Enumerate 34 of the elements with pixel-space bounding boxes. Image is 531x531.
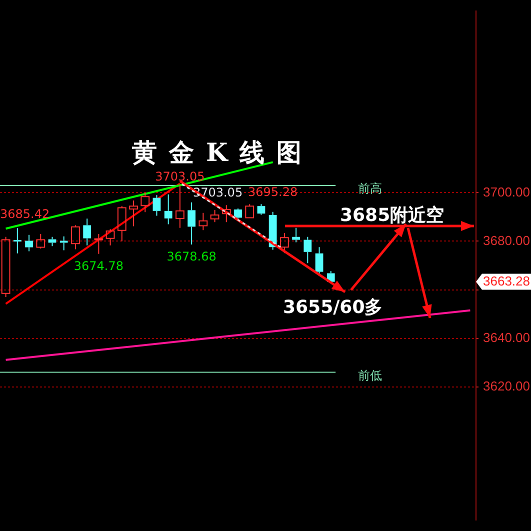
candlestick <box>268 211 277 250</box>
annotation: 3674.78 <box>74 259 124 274</box>
candlestick <box>304 236 312 264</box>
candlestick <box>94 233 104 254</box>
candlestick <box>25 234 33 252</box>
candlestick <box>117 206 126 242</box>
candlestick <box>234 208 242 220</box>
y-tick-label: 3620.00 <box>483 378 530 394</box>
ref-line-label: 前高 <box>358 182 382 196</box>
candlestick <box>292 227 300 243</box>
candlestick <box>198 212 208 231</box>
candlestick <box>140 192 150 213</box>
candlestick <box>83 218 92 246</box>
annotation: 3695.28 <box>248 185 298 200</box>
annotation: 3685.42 <box>0 207 50 222</box>
candlestick <box>280 232 289 254</box>
annotation: 3655/60多 <box>283 296 383 319</box>
candlestick <box>176 184 184 228</box>
annotation: 3703.05 <box>155 169 205 184</box>
candlestick <box>257 204 266 216</box>
candlestick <box>13 228 22 254</box>
candlestick <box>152 194 161 216</box>
text: 3663.28 <box>483 273 530 288</box>
candlestick <box>129 200 138 227</box>
y-tick-label: 3700.00 <box>483 184 530 200</box>
ref-line-label: 前低 <box>358 368 382 382</box>
y-tick-label: 3640.00 <box>483 330 530 345</box>
annotation: 3678.68 <box>166 250 216 264</box>
candlestick <box>188 202 196 245</box>
y-tick-label: 3680.00 <box>483 232 530 248</box>
annotation: 3685附近空 <box>340 204 444 227</box>
candlestick <box>71 224 80 250</box>
text: 黄金K线图 <box>132 137 314 169</box>
candlestick <box>164 194 172 225</box>
